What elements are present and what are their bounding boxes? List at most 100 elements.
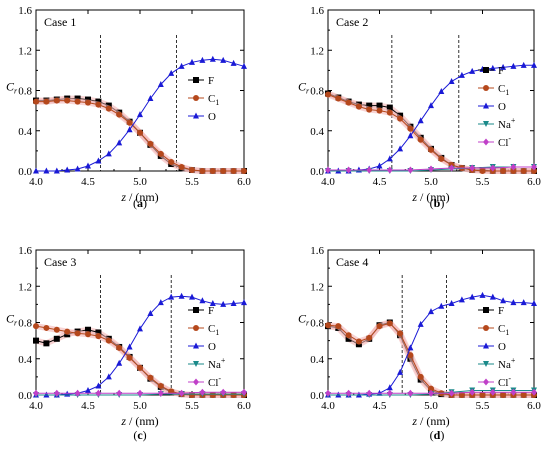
data-point-Cl xyxy=(95,389,102,397)
data-point-C1 xyxy=(428,146,434,153)
data-point-O xyxy=(230,299,237,306)
data-point-F xyxy=(33,337,39,344)
legend-marker-F xyxy=(483,67,489,73)
data-point-O xyxy=(116,139,123,146)
data-point-O xyxy=(407,344,414,351)
y-tick-label: 0.4 xyxy=(310,354,324,366)
data-point-O xyxy=(178,292,185,299)
data-point-O xyxy=(376,389,383,396)
legend-marker-F xyxy=(193,77,199,83)
data-point-O xyxy=(33,167,39,174)
data-point-F xyxy=(85,326,91,333)
legend-label-C1: C1 xyxy=(498,83,509,97)
legend-label-O: O xyxy=(208,111,216,123)
data-point-Cl xyxy=(366,166,373,174)
data-point-C1 xyxy=(33,98,39,105)
data-point-O xyxy=(137,325,143,332)
data-point-C1 xyxy=(531,168,537,174)
legend-label-F: F xyxy=(208,305,214,317)
data-point-F xyxy=(85,96,91,103)
data-point-O xyxy=(417,320,424,327)
data-point-O xyxy=(510,299,517,306)
legend-marker-O xyxy=(483,102,489,109)
data-point-C1 xyxy=(53,97,60,104)
data-point-O xyxy=(220,56,227,63)
y-tick-label: 1.2 xyxy=(18,45,32,57)
data-point-C1 xyxy=(43,324,50,331)
data-point-C1 xyxy=(366,106,373,113)
data-point-C1 xyxy=(417,373,424,380)
data-point-Cl xyxy=(531,163,537,171)
data-point-C1 xyxy=(510,168,517,174)
data-point-F xyxy=(376,102,383,109)
y-tick-label: 0.0 xyxy=(18,166,32,178)
legend-label-C1: C1 xyxy=(208,93,219,107)
legend-label-C1: C1 xyxy=(498,323,509,337)
data-point-O xyxy=(209,299,216,306)
data-point-F xyxy=(345,335,352,342)
legend-label-Cl: Cl- xyxy=(498,134,511,149)
data-point-Cl xyxy=(386,389,393,397)
data-point-C1 xyxy=(520,392,527,398)
legend-marker-O xyxy=(193,112,199,119)
data-point-Cl xyxy=(469,164,476,172)
data-point-C1 xyxy=(345,99,352,106)
case-label: Case 1 xyxy=(44,15,76,29)
data-point-C1 xyxy=(376,323,383,330)
data-point-C1 xyxy=(105,105,112,112)
legend-label-Cl: Cl- xyxy=(498,374,511,389)
data-point-C1 xyxy=(407,125,414,132)
data-point-C1 xyxy=(95,101,102,108)
data-point-O xyxy=(376,162,383,169)
legend-marker-Cl xyxy=(193,378,199,386)
data-point-C1 xyxy=(438,155,445,162)
data-point-O xyxy=(241,62,247,69)
y-tick-label: 0.0 xyxy=(310,390,324,402)
data-point-C1 xyxy=(74,330,81,337)
x-tick-label: 6.0 xyxy=(237,400,251,412)
panel-caption: (b) xyxy=(430,196,445,210)
data-point-C1 xyxy=(199,168,206,174)
x-tick-label: 5.0 xyxy=(133,176,147,188)
legend-label-F: F xyxy=(208,75,214,87)
data-point-Cl xyxy=(407,166,414,174)
data-point-C1 xyxy=(220,168,227,174)
data-point-O xyxy=(189,293,195,300)
data-point-O xyxy=(510,62,517,69)
data-point-O xyxy=(199,297,206,304)
data-point-O xyxy=(95,382,102,389)
data-point-Cl xyxy=(137,389,143,397)
data-point-C1 xyxy=(64,328,71,335)
legend-marker-C1 xyxy=(483,325,489,331)
y-tick-label: 1.6 xyxy=(18,245,32,257)
legend-label-F: F xyxy=(498,65,504,77)
x-axis-label: z / (nm) xyxy=(120,414,158,428)
data-point-C1 xyxy=(335,323,342,330)
data-point-Cl xyxy=(345,166,352,174)
data-point-C1 xyxy=(428,385,434,392)
data-point-C1 xyxy=(137,129,143,136)
y-tick-label: 0.0 xyxy=(310,166,324,178)
data-point-O xyxy=(428,308,434,315)
data-point-C1 xyxy=(64,97,71,104)
data-point-C1 xyxy=(417,136,424,143)
data-point-C1 xyxy=(386,109,393,116)
legend-label-C1: C1 xyxy=(208,323,219,337)
x-tick-label: 4.5 xyxy=(373,176,387,188)
legend-marker-Na xyxy=(483,121,489,127)
data-point-Cl xyxy=(33,389,39,397)
y-tick-label: 0.0 xyxy=(18,390,32,402)
x-tick-label: 4.0 xyxy=(29,176,43,188)
data-point-Cl xyxy=(510,163,517,171)
x-axis-label: z / (nm) xyxy=(120,190,158,204)
data-point-O xyxy=(147,95,154,102)
data-point-O xyxy=(53,167,60,174)
data-point-O xyxy=(448,299,455,306)
data-point-O xyxy=(189,58,195,65)
legend-label-Cl: Cl- xyxy=(208,374,221,389)
legend-label-O: O xyxy=(498,341,506,353)
data-point-C1 xyxy=(397,330,404,337)
data-point-C1 xyxy=(53,326,60,333)
y-tick-label: 1.6 xyxy=(18,5,32,17)
